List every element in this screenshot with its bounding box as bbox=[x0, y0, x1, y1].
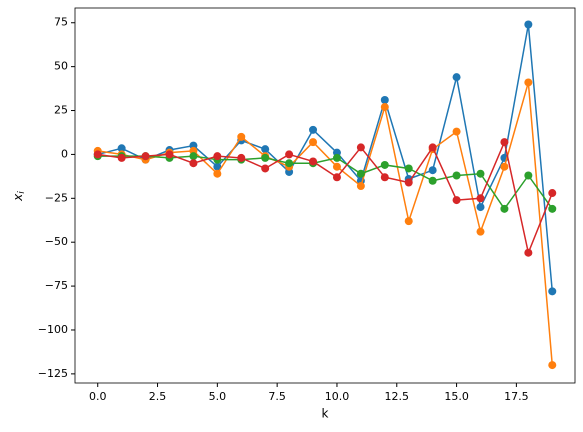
point bbox=[309, 157, 318, 166]
point bbox=[380, 95, 389, 104]
y-tick-label: 0 bbox=[61, 147, 68, 160]
point bbox=[452, 196, 461, 205]
x-tick-label: 12.5 bbox=[385, 390, 410, 403]
point bbox=[213, 162, 222, 171]
point bbox=[237, 153, 246, 162]
point bbox=[356, 169, 365, 178]
point bbox=[428, 166, 437, 175]
point bbox=[332, 153, 341, 162]
point bbox=[452, 73, 461, 82]
point bbox=[500, 204, 509, 213]
point bbox=[189, 152, 198, 161]
y-tick-label: 25 bbox=[54, 104, 68, 117]
point bbox=[476, 169, 485, 178]
point bbox=[261, 164, 270, 173]
series-line bbox=[97, 82, 554, 366]
point bbox=[548, 361, 557, 370]
x-tick-label: 0.0 bbox=[89, 390, 107, 403]
point bbox=[380, 103, 389, 112]
point bbox=[500, 162, 509, 171]
point bbox=[380, 173, 389, 182]
point bbox=[476, 203, 485, 212]
point bbox=[332, 162, 341, 171]
y-tick-label: −50 bbox=[45, 235, 68, 248]
x-axis-label: k bbox=[322, 407, 329, 421]
plot-frame bbox=[74, 7, 576, 384]
point bbox=[404, 217, 413, 226]
point bbox=[285, 150, 294, 159]
point bbox=[548, 204, 557, 213]
y-axis-label-base: x bbox=[11, 193, 25, 202]
point bbox=[548, 287, 557, 296]
point bbox=[332, 173, 341, 182]
point bbox=[452, 171, 461, 180]
point bbox=[428, 176, 437, 185]
point bbox=[428, 143, 437, 152]
y-axis-label: xi bbox=[11, 191, 27, 202]
point bbox=[93, 150, 102, 159]
point bbox=[404, 164, 413, 173]
y-tick-label: −100 bbox=[38, 323, 68, 336]
x-tick-label: 17.5 bbox=[504, 390, 529, 403]
y-tick-label: 50 bbox=[54, 60, 68, 73]
point bbox=[524, 171, 533, 180]
x-tick-label: 15.0 bbox=[444, 390, 469, 403]
point bbox=[452, 127, 461, 136]
point bbox=[309, 138, 318, 147]
point bbox=[548, 189, 557, 198]
point bbox=[524, 20, 533, 29]
point bbox=[356, 143, 365, 152]
point bbox=[524, 78, 533, 87]
point bbox=[237, 132, 246, 141]
point bbox=[189, 159, 198, 168]
x-tick-label: 2.5 bbox=[149, 390, 167, 403]
point bbox=[117, 144, 126, 153]
y-tick-label: −125 bbox=[38, 367, 68, 380]
point bbox=[285, 159, 294, 168]
y-tick-label: −75 bbox=[45, 279, 68, 292]
point bbox=[476, 227, 485, 236]
point bbox=[476, 194, 485, 203]
y-axis-label-sub: i bbox=[17, 191, 27, 194]
x-tick-label: 5.0 bbox=[209, 390, 227, 403]
point bbox=[500, 138, 509, 147]
point bbox=[117, 153, 126, 162]
point bbox=[165, 150, 174, 159]
series-line bbox=[97, 24, 554, 292]
point bbox=[309, 125, 318, 134]
point bbox=[261, 145, 270, 154]
point bbox=[356, 182, 365, 191]
y-tick-label: 75 bbox=[54, 16, 68, 29]
point bbox=[404, 178, 413, 187]
point bbox=[141, 152, 150, 161]
point bbox=[213, 169, 222, 178]
y-tick-label: −25 bbox=[45, 191, 68, 204]
x-tick-label: 10.0 bbox=[325, 390, 350, 403]
point bbox=[380, 160, 389, 169]
x-tick-label: 7.5 bbox=[268, 390, 286, 403]
point bbox=[213, 152, 222, 161]
point bbox=[261, 153, 270, 162]
point bbox=[524, 248, 533, 257]
